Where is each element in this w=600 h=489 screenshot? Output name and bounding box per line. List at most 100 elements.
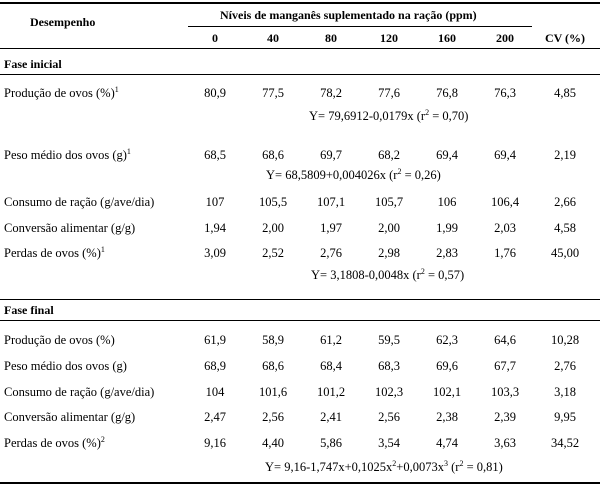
row-label: Produção de ovos (%)1 [4,84,119,100]
value-cell: 103,3 [490,385,520,399]
regression-equation: Y= 9,16-1,747x+0,1025x2+0,0073x3 (r2 = 0… [265,458,503,474]
value-cell: 77,6 [378,86,400,100]
row-label: Peso médio dos ovos (g)1 [4,146,131,162]
value-cell: 2,41 [320,410,342,424]
value-cell: 61,2 [320,333,342,347]
value-cell: 77,5 [262,86,284,100]
level-header-120: 120 [380,31,398,45]
value-cell: 105,5 [258,195,288,209]
value-cell: 68,9 [204,359,226,373]
cv-cell: 9,95 [554,410,576,424]
value-cell: 69,7 [320,148,342,162]
row-label: Consumo de ração (g/ave/dia) [4,195,155,209]
value-cell: 68,3 [378,359,400,373]
value-cell: 101,6 [258,385,288,399]
regression-equation: Y= 79,6912-0,0179x (r2 = 0,70) [309,107,469,123]
group-header-rule [188,26,532,27]
value-cell: 2,52 [262,246,284,260]
group-header: Níveis de manganês suplementado na ração… [220,8,477,22]
value-cell: 2,76 [320,246,342,260]
cv-cell: 3,18 [554,385,576,399]
row-label: Perdas de ovos (%)1 [4,244,105,260]
top-rule [0,2,600,4]
value-cell: 101,2 [316,385,346,399]
value-cell: 5,86 [320,436,342,450]
value-cell: 105,7 [374,195,404,209]
value-cell: 104 [205,385,225,399]
value-cell: 76,8 [436,86,458,100]
cv-header: CV (%) [544,31,586,45]
value-cell: 2,47 [204,410,226,424]
value-cell: 68,6 [262,148,284,162]
cv-cell: 45,00 [550,246,580,260]
row-label: Perdas de ovos (%)2 [4,434,105,450]
value-cell: 68,6 [262,359,284,373]
value-cell: 69,6 [436,359,458,373]
value-cell: 58,9 [262,333,284,347]
cv-cell: 34,52 [550,436,580,450]
section-title-fase-inicial: Fase inicial [4,57,62,71]
regression-equation: Y= 68,5809+0,004026x (r2 = 0,26) [266,166,441,182]
value-cell: 69,4 [436,148,458,162]
level-header-200: 200 [496,31,514,45]
value-cell: 68,5 [204,148,226,162]
value-cell: 102,1 [432,385,462,399]
row-label: Conversão alimentar (g/g) [4,221,136,235]
value-cell: 68,4 [320,359,342,373]
cv-cell: 4,85 [554,86,576,100]
value-cell: 64,6 [494,333,516,347]
level-header-0: 0 [212,31,218,45]
value-cell: 2,98 [378,246,400,260]
value-cell: 67,7 [494,359,516,373]
value-cell: 102,3 [374,385,404,399]
value-cell: 2,38 [436,410,458,424]
cv-cell: 10,28 [550,333,580,347]
row-label: Conversão alimentar (g/g) [4,410,136,424]
value-cell: 4,40 [262,436,284,450]
value-cell: 80,9 [204,86,226,100]
value-cell: 2,03 [494,221,516,235]
value-cell: 1,97 [320,221,342,235]
section-divider-rule-3 [0,320,600,321]
value-cell: 78,2 [320,86,342,100]
value-cell: 107 [205,195,225,209]
value-cell: 107,1 [316,195,346,209]
value-cell: 3,63 [494,436,516,450]
section-divider-rule-1 [0,74,600,75]
value-cell: 68,2 [378,148,400,162]
section-title-fase-final: Fase final [4,303,54,317]
column-header-desempenho: Desempenho [30,15,96,29]
value-cell: 1,99 [436,221,458,235]
value-cell: 59,5 [378,333,400,347]
row-label: Peso médio dos ovos (g) [4,359,127,373]
value-cell: 1,76 [494,246,516,260]
regression-equation: Y= 3,1808-0,0048x (r2 = 0,57) [311,266,465,282]
value-cell: 9,16 [204,436,226,450]
level-header-160: 160 [438,31,456,45]
value-cell: 62,3 [436,333,458,347]
cv-cell: 2,66 [554,195,576,209]
value-cell: 3,09 [204,246,226,260]
section-divider-rule-2 [0,299,600,300]
value-cell: 61,9 [204,333,226,347]
cv-cell: 2,19 [554,148,576,162]
level-header-40: 40 [267,31,279,45]
row-label: Produção de ovos (%) [4,333,115,347]
value-cell: 69,4 [494,148,516,162]
value-cell: 4,74 [436,436,458,450]
value-cell: 106 [437,195,457,209]
value-cell: 2,83 [436,246,458,260]
bottom-rule [0,482,600,484]
value-cell: 76,3 [494,86,516,100]
row-label: Consumo de ração (g/ave/dia) [4,385,155,399]
value-cell: 3,54 [378,436,400,450]
value-cell: 2,00 [262,221,284,235]
value-cell: 106,4 [490,195,520,209]
value-cell: 1,94 [204,221,226,235]
value-cell: 2,39 [494,410,516,424]
cv-cell: 2,76 [554,359,576,373]
value-cell: 2,56 [262,410,284,424]
level-header-80: 80 [325,31,337,45]
value-cell: 2,56 [378,410,400,424]
